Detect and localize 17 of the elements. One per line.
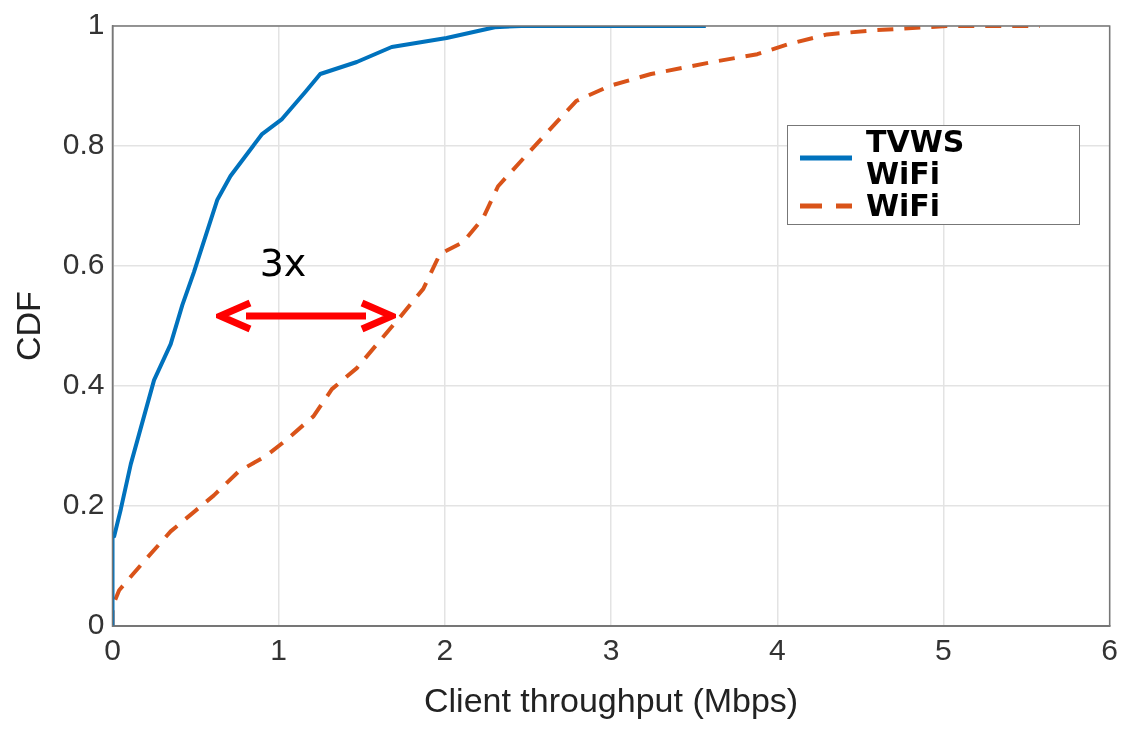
x-tick-label: 3 xyxy=(602,633,620,667)
y-tick-label: 0.2 xyxy=(62,487,105,521)
x-tick-label: 6 xyxy=(1101,633,1118,667)
annotation: 3x xyxy=(259,240,307,285)
x-tick-label: 4 xyxy=(768,633,786,667)
y-tick-label: 0.8 xyxy=(62,127,105,161)
y-tick-label: 0 xyxy=(87,607,105,641)
x-tick-label: 2 xyxy=(436,633,454,667)
y-tick-label: 0.6 xyxy=(62,247,105,281)
y-tick-label: 1 xyxy=(87,7,105,41)
x-axis-title: Client throughput (Mbps) xyxy=(423,680,799,719)
y-tick-label: 0.4 xyxy=(62,367,105,401)
legend-label: TVWS WiFi xyxy=(866,124,966,191)
legend-label: WiFi xyxy=(866,188,942,223)
x-tick-label: 5 xyxy=(935,633,952,667)
x-tick-label: 1 xyxy=(270,633,288,667)
y-axis-title: CDF xyxy=(8,291,47,362)
